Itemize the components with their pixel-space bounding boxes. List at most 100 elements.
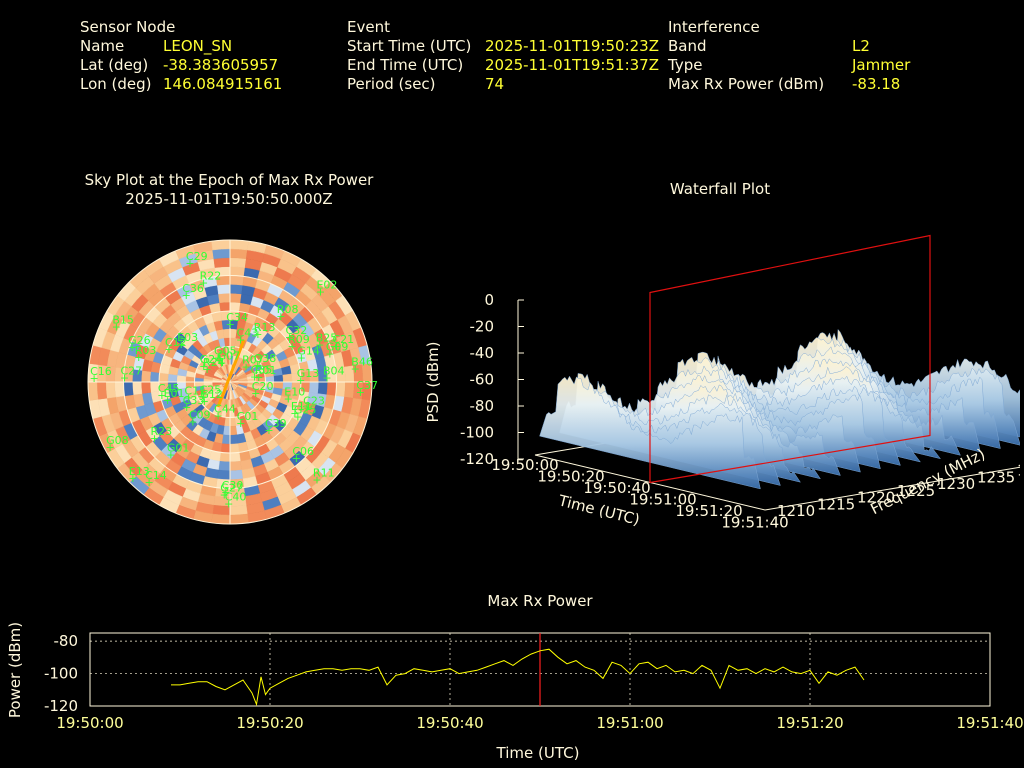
satellite-marker: + [182, 289, 191, 302]
satellite-label: G38 [254, 352, 277, 365]
satellite-label: R13 [254, 321, 276, 334]
satellite-label: C40 [225, 491, 247, 504]
satellite-label: E13 [129, 465, 150, 478]
satellite-marker: + [106, 441, 115, 454]
sensor-lon-value: 146.084915161 [163, 75, 283, 93]
satellite-label: C45 [158, 382, 180, 395]
satellite-marker: + [315, 338, 324, 351]
satellite-marker: + [220, 488, 229, 501]
sky-cell [229, 293, 242, 304]
satellite-label: G25 [294, 404, 317, 417]
sky-cell [221, 434, 231, 445]
satellite-marker: + [356, 386, 365, 399]
satellite-marker: + [284, 392, 293, 405]
satellite-marker: + [293, 411, 302, 424]
satellite-marker: + [285, 331, 294, 344]
sky-cell [218, 293, 231, 304]
interference-power-label: Max Rx Power (dBm) [668, 75, 825, 93]
satellite-marker: + [200, 395, 209, 408]
satellite-label: C34 [226, 311, 248, 324]
wf-spectrum-slice [539, 375, 761, 490]
sky-plot: +R09+R01+B04+R11+R08+G07+C36+C16+G27+E02… [87, 239, 378, 525]
power-x-tick-label: 19:50:20 [236, 714, 303, 732]
satellite-marker: + [254, 371, 263, 384]
satellite-label: C16 [90, 365, 112, 378]
wf-freq-tick-label: 1240 [1017, 462, 1020, 480]
satellite-marker: + [157, 389, 166, 402]
satellite-marker: + [253, 359, 262, 372]
satellite-label: R09 [288, 333, 310, 346]
satellite-label: C20 [252, 380, 274, 393]
satellite-marker: + [276, 310, 285, 323]
satellite-label: R11 [313, 466, 335, 479]
sky-cell [212, 248, 231, 260]
event-heading: Event [347, 18, 390, 36]
power-y-tick-label: -120 [44, 697, 78, 715]
wf-freq-axis [764, 466, 1020, 511]
interference-power-value: -83.18 [852, 75, 901, 93]
wf-time-tick-label: 19:50:00 [491, 456, 558, 474]
satellite-marker: + [177, 338, 186, 351]
satellite-marker: + [163, 394, 172, 407]
satellite-marker: + [182, 401, 191, 414]
sensor-name-label: Name [80, 37, 125, 55]
sensor-lon-label: Lon (deg) [80, 75, 152, 93]
power-x-tick-label: 19:50:00 [56, 714, 123, 732]
sky-cell [229, 452, 241, 463]
interference-band-label: Band [668, 37, 707, 55]
sky-cell [141, 381, 152, 394]
wf-z-axis-label: PSD (dBm) [424, 341, 442, 422]
wf-freq-tick-label: 1215 [817, 495, 855, 513]
waterfall-title: Waterfall Plot [669, 180, 771, 198]
satellite-marker: + [296, 374, 305, 387]
satellite-label: B15 [112, 314, 134, 327]
satellite-label: E01 [164, 387, 185, 400]
satellite-marker: + [312, 473, 321, 486]
satellite-marker: + [242, 360, 251, 373]
satellite-marker: + [322, 371, 331, 384]
satellite-label: C37 [356, 379, 378, 392]
satellite-label: C44 [214, 403, 236, 416]
sky-cell [158, 372, 169, 383]
satellite-marker: + [145, 476, 154, 489]
satellite-marker: + [351, 362, 360, 375]
power-y-axis-label: Power (dBm) [6, 622, 24, 718]
sky-cell [219, 452, 231, 463]
sensor-lat-value: -38.383605957 [163, 56, 279, 74]
interference-band-value: L2 [852, 37, 870, 55]
sky-cell [105, 381, 116, 399]
event-end-value: 2025-11-01T19:51:37Z [485, 56, 659, 74]
wf-time-tick-label: 19:51:20 [675, 502, 742, 520]
sky-cell [149, 371, 160, 383]
satellite-label: C33 [183, 394, 205, 407]
satellite-label: G27 [220, 481, 243, 494]
satellite-label: G13 [297, 367, 320, 380]
satellite-marker: + [164, 343, 173, 356]
wf-time-tick-label: 19:50:20 [537, 468, 604, 486]
satellite-label: C09 [189, 408, 211, 421]
satellite-label: C21 [332, 333, 354, 346]
satellite-label: B04 [323, 364, 345, 377]
satellite-marker: + [264, 424, 273, 437]
sky-cell [229, 434, 239, 445]
wf-epoch-marker-plane [649, 234, 931, 484]
wf-time-tick-label: 19:51:40 [721, 514, 788, 532]
event-start-value: 2025-11-01T19:50:23Z [485, 37, 659, 55]
sky-plot-subtitle: 2025-11-01T19:50:50.000Z [125, 190, 333, 208]
event-start-label: Start Time (UTC) [347, 37, 472, 55]
satellite-label: R23 [150, 425, 172, 438]
satellite-label: E10 [284, 385, 305, 398]
satellite-marker: + [188, 415, 197, 428]
satellite-label: C12 [165, 336, 187, 349]
satellite-marker: + [128, 341, 137, 354]
sky-cell [132, 381, 143, 395]
satellite-label: C06 [292, 445, 314, 458]
satellite-label: E11 [291, 400, 312, 413]
satellite-marker: + [251, 387, 260, 400]
sky-cell [211, 239, 231, 251]
satellite-marker: + [226, 318, 235, 331]
power-series-line [171, 648, 865, 707]
satellite-label: C11 [184, 385, 206, 398]
